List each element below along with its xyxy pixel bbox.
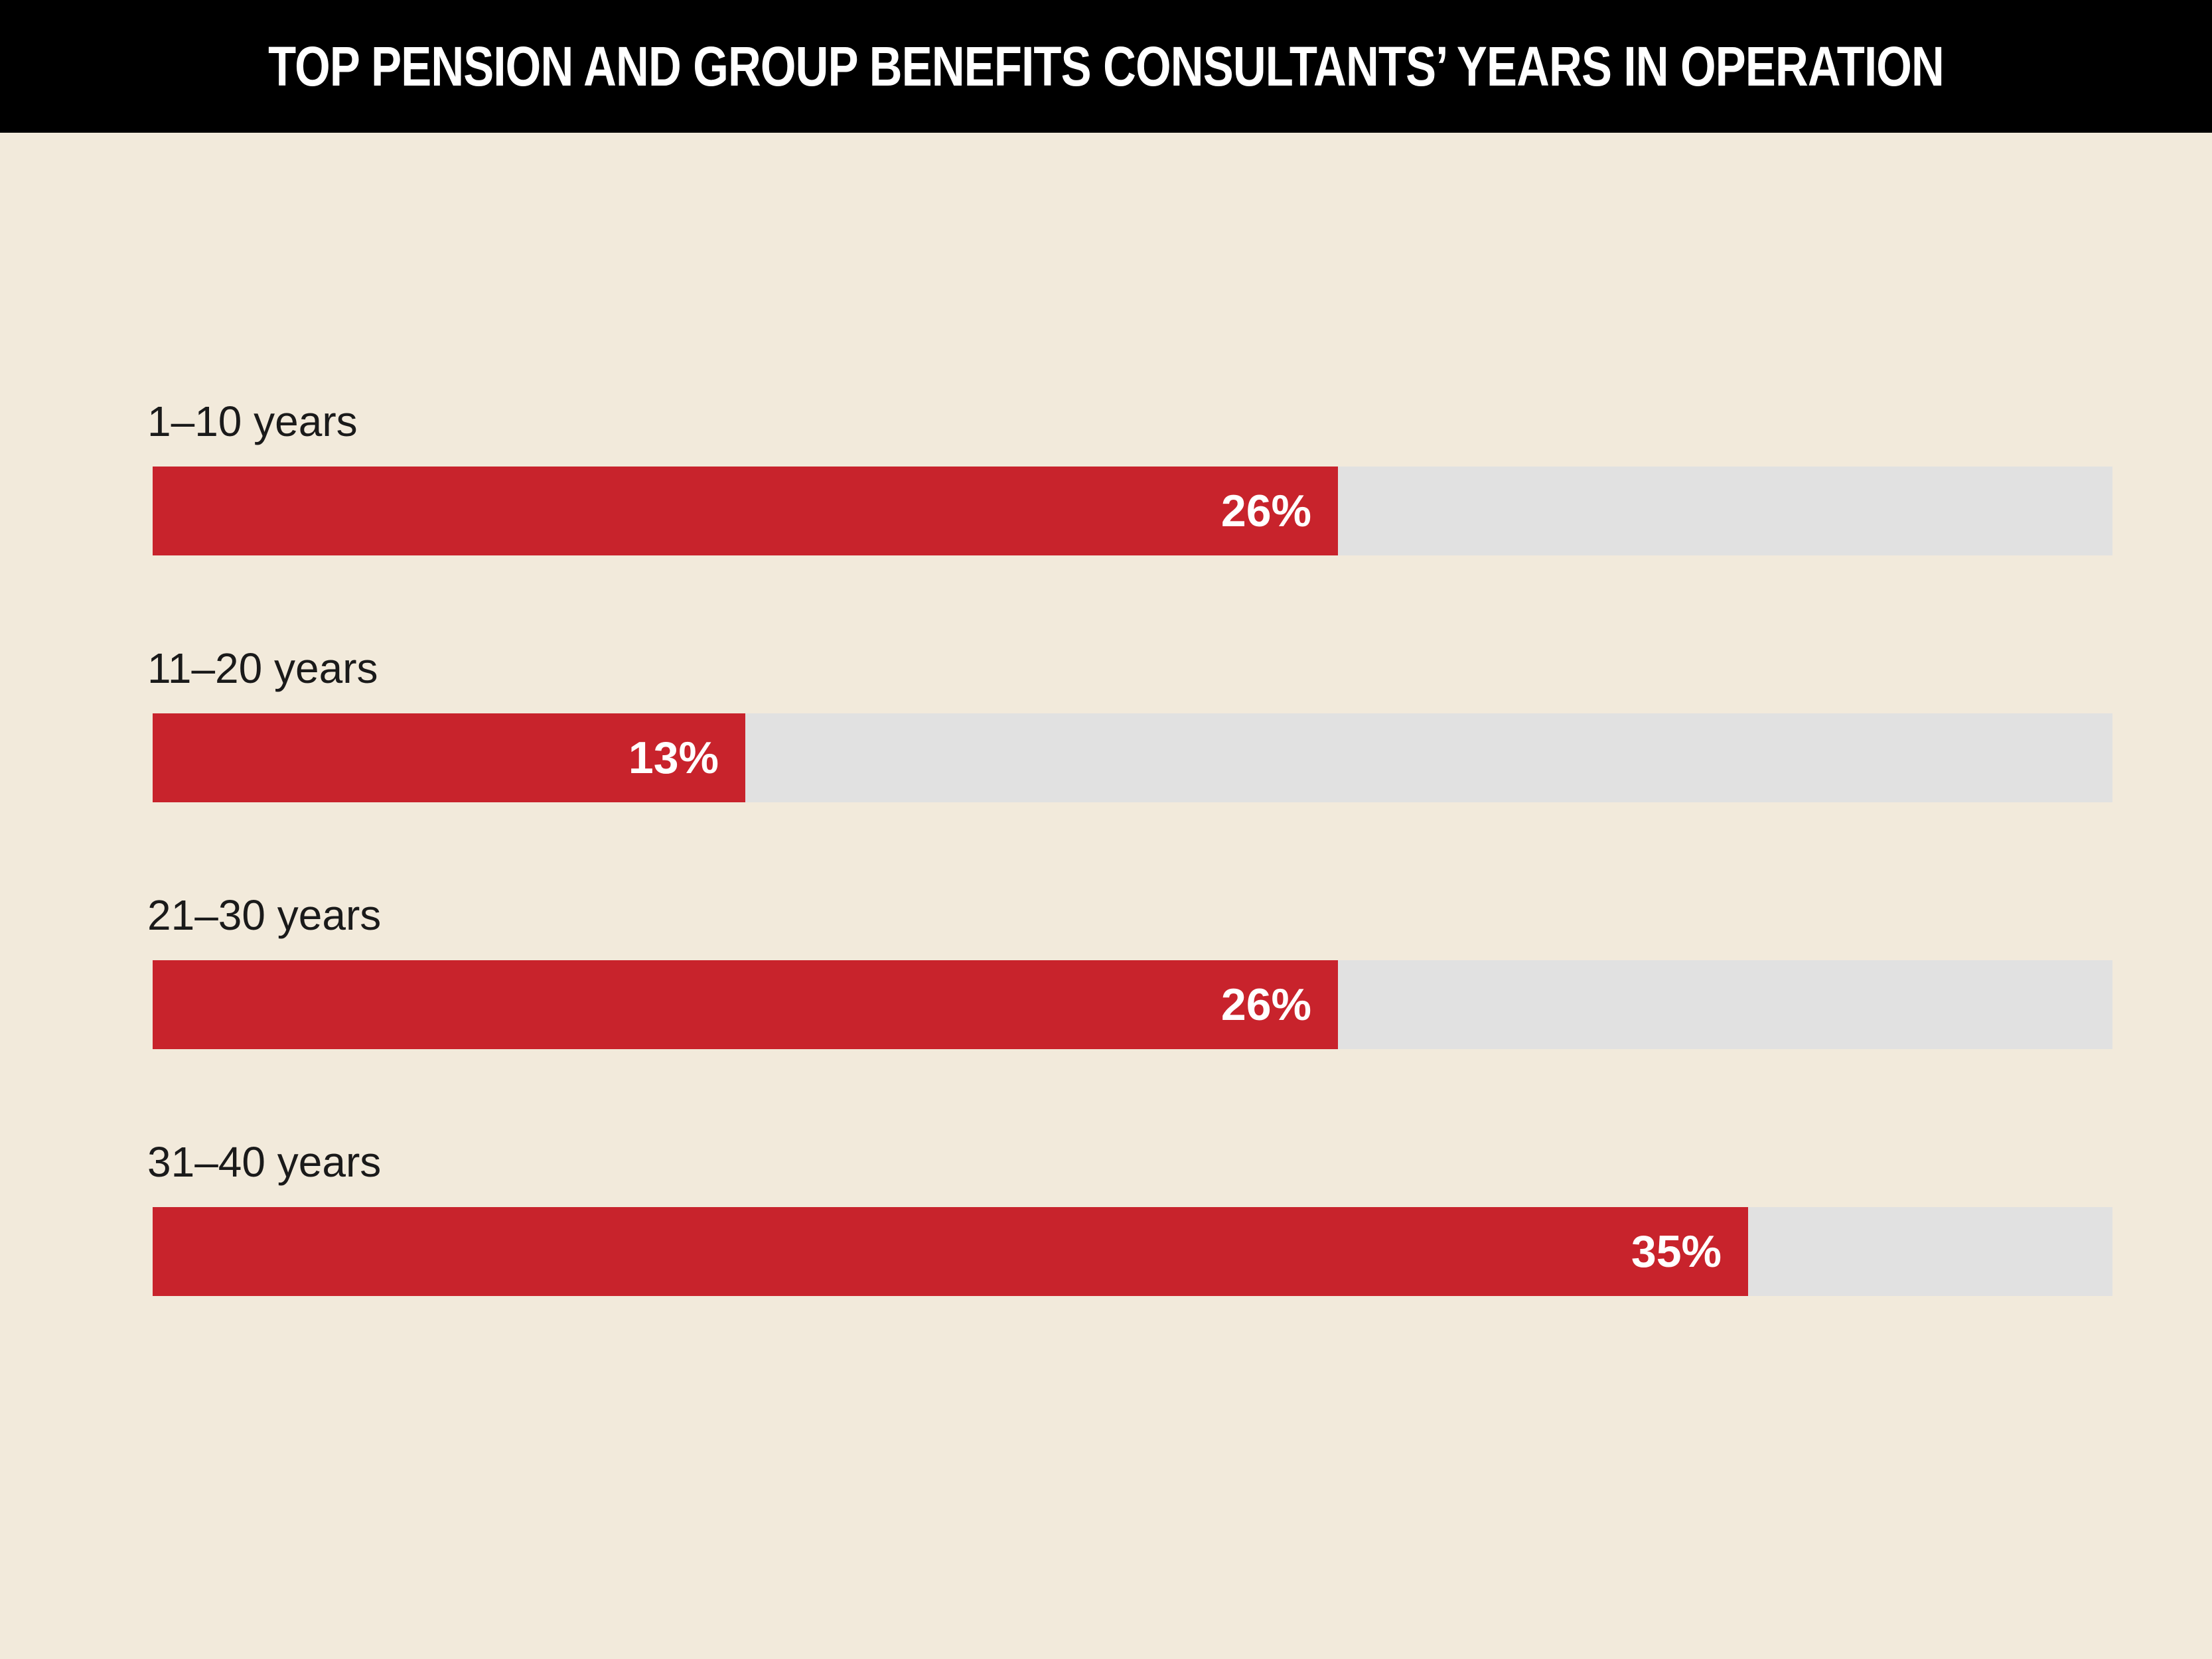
bar-track: 13% — [153, 713, 2112, 802]
bar — [153, 713, 745, 802]
value-label: 26% — [1220, 979, 1311, 1030]
value-label: 35% — [1631, 1226, 1722, 1277]
value-label: 13% — [628, 733, 719, 783]
bar — [153, 1207, 1748, 1296]
category-label: 21–30 years — [147, 891, 382, 939]
chart-title: TOP PENSION AND GROUP BENEFITS CONSULTAN… — [268, 35, 1945, 98]
title-bar: TOP PENSION AND GROUP BENEFITS CONSULTAN… — [0, 0, 2212, 133]
value-label: 26% — [1220, 486, 1311, 536]
category-label: 31–40 years — [147, 1138, 382, 1186]
category-label: 1–10 years — [147, 397, 358, 445]
bar — [153, 467, 1338, 555]
bar-track: 26% — [153, 960, 2112, 1049]
category-label: 11–20 years — [147, 644, 378, 692]
bar — [153, 960, 1338, 1049]
bar-track: 35% — [153, 1207, 2112, 1296]
bar-track: 26% — [153, 467, 2112, 555]
